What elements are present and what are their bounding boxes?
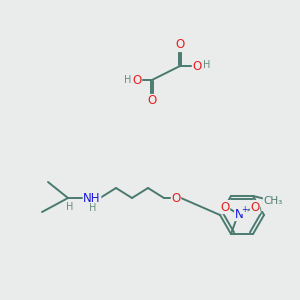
- Text: +: +: [241, 205, 247, 214]
- Text: O: O: [250, 201, 260, 214]
- Text: O: O: [171, 191, 181, 205]
- Text: O: O: [132, 74, 142, 86]
- Text: NH: NH: [83, 191, 101, 205]
- Text: H: H: [203, 60, 211, 70]
- Text: H: H: [66, 202, 74, 212]
- Text: O: O: [176, 38, 184, 52]
- Text: O: O: [147, 94, 157, 107]
- Text: H: H: [124, 75, 132, 85]
- Text: CH₃: CH₃: [263, 196, 283, 206]
- Text: H: H: [89, 203, 97, 213]
- Text: ⁻: ⁻: [262, 202, 266, 211]
- Text: N: N: [235, 208, 243, 220]
- Text: O: O: [220, 201, 230, 214]
- Text: O: O: [192, 59, 202, 73]
